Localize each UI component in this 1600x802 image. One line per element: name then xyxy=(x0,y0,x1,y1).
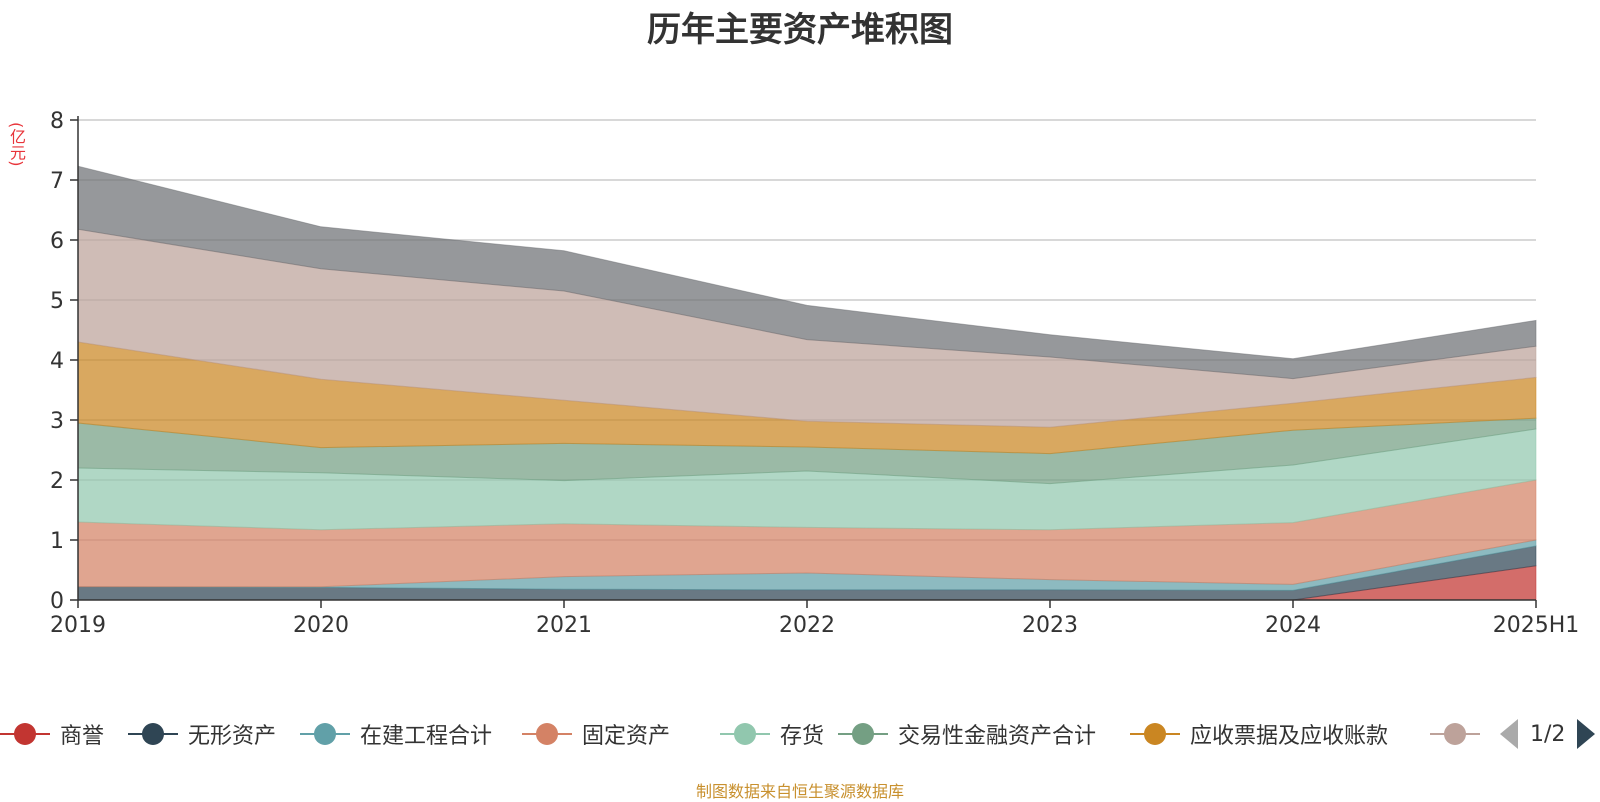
legend-item[interactable] xyxy=(1430,714,1480,754)
x-tick-label: 2022 xyxy=(779,613,835,638)
legend-marker-icon xyxy=(1430,719,1480,749)
legend-marker-icon xyxy=(0,719,50,749)
legend-next-icon[interactable] xyxy=(1577,719,1596,749)
legend-marker-icon xyxy=(1130,719,1180,749)
y-tick-label: 6 xyxy=(50,229,64,254)
stacked-area-chart: 0 1 2 3 4 5 6 7 8 2019 2020 2021 2022 2023 2024 2025H1 xyxy=(50,109,1579,638)
area-series xyxy=(77,165,1537,601)
source-footer: 制图数据来自恒生聚源数据库 xyxy=(695,782,904,801)
legend-marker-icon xyxy=(522,719,572,749)
x-tick-label: 2021 xyxy=(536,613,592,638)
y-tick-label: 3 xyxy=(50,409,64,434)
y-tick-label: 4 xyxy=(50,349,64,374)
legend: 商誉 无形资产 在建工程合计 固定资产 存货 交易性金融资产合计 应收票据及应收账款 xyxy=(0,714,1600,754)
y-tick-label: 5 xyxy=(50,289,64,314)
legend-marker-icon xyxy=(838,719,888,749)
x-tick-label: 2024 xyxy=(1265,613,1321,638)
y-tick-label: 2 xyxy=(50,469,64,494)
legend-item[interactable]: 固定资产 xyxy=(522,714,670,754)
axes: 0 1 2 3 4 5 6 7 8 2019 2020 2021 2022 2023 2024 2025H1 xyxy=(50,109,1579,638)
legend-marker-icon xyxy=(300,719,350,749)
legend-marker-icon xyxy=(128,719,178,749)
legend-page-indicator: 1/2 xyxy=(1530,721,1566,747)
legend-label: 无形资产 xyxy=(188,724,277,749)
legend-label: 存货 xyxy=(780,724,825,749)
legend-item[interactable]: 应收票据及应收账款 xyxy=(1130,714,1388,754)
x-tick-label: 2020 xyxy=(293,613,349,638)
y-tick-label: 1 xyxy=(50,529,64,554)
legend-item[interactable]: 无形资产 xyxy=(128,714,276,754)
y-axis-unit: (亿元) xyxy=(7,122,26,167)
legend-label: 固定资产 xyxy=(582,724,671,749)
x-tick-label: 2023 xyxy=(1022,613,1078,638)
legend-prev-icon[interactable] xyxy=(1500,719,1518,749)
legend-label: 应收票据及应收账款 xyxy=(1190,724,1389,749)
x-tick-label: 2025H1 xyxy=(1493,613,1580,638)
legend-label: 交易性金融资产合计 xyxy=(898,724,1097,749)
y-tick-label: 7 xyxy=(50,169,64,194)
legend-item[interactable]: 在建工程合计 xyxy=(300,714,492,754)
legend-item[interactable]: 交易性金融资产合计 xyxy=(838,714,1096,754)
x-tick-label: 2019 xyxy=(50,613,106,638)
legend-pager: 1/2 xyxy=(1500,714,1596,754)
y-tick-label: 8 xyxy=(50,109,64,134)
y-tick-label: 0 xyxy=(50,589,64,614)
legend-label: 在建工程合计 xyxy=(360,724,493,749)
legend-marker-icon xyxy=(720,719,770,749)
legend-item[interactable]: 存货 xyxy=(720,714,824,754)
chart-title: 历年主要资产堆积图 xyxy=(647,10,953,50)
legend-item[interactable]: 商誉 xyxy=(0,714,104,754)
legend-label: 商誉 xyxy=(60,724,105,749)
area-series-8 xyxy=(77,165,1537,380)
